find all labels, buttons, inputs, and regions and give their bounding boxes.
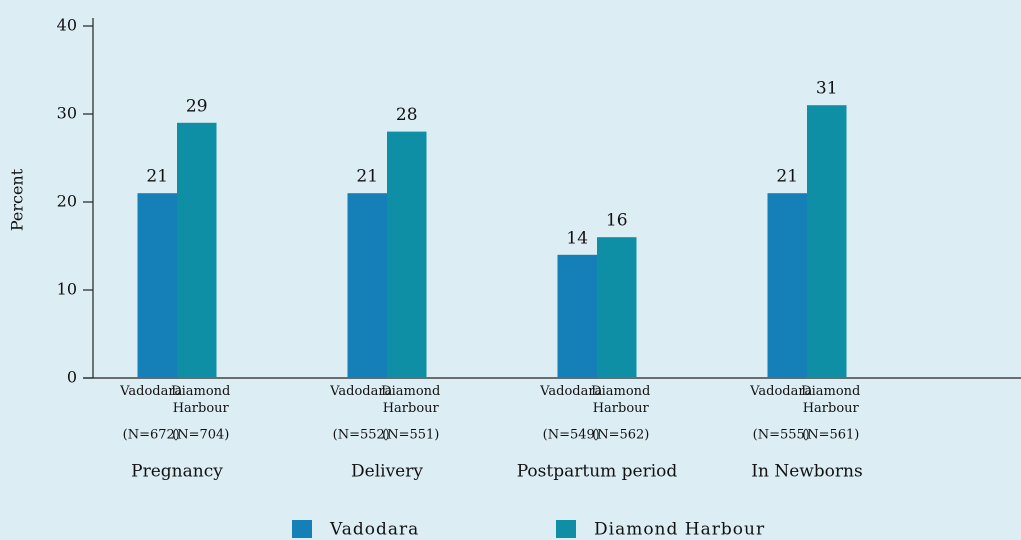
bar-label: Diamond Harbour: [801, 384, 861, 416]
y-tick-label: 0: [67, 368, 77, 387]
value-label: 14: [566, 228, 588, 248]
category-label: In Newborns: [751, 462, 862, 482]
bar: [177, 122, 217, 378]
bar-label: Diamond Harbour: [171, 384, 231, 416]
sample-size: (N=561): [802, 428, 859, 443]
sample-size: (N=562): [592, 428, 649, 443]
sample-size: (N=555): [753, 428, 810, 443]
bar: [347, 193, 387, 378]
bar: [557, 254, 597, 378]
value-label: 21: [146, 167, 168, 187]
bar: [807, 105, 847, 378]
bar-label: Vadodara: [120, 384, 183, 399]
y-axis-label: Percent: [8, 168, 27, 231]
legend-label: Vadodara: [329, 520, 419, 540]
bar-label: Vadodara: [750, 384, 813, 399]
category-label: Postpartum period: [517, 462, 678, 482]
bar-label: Diamond Harbour: [591, 384, 651, 416]
value-label: 29: [186, 96, 208, 116]
y-tick-label: 30: [57, 104, 77, 123]
legend-label: Diamond Harbour: [594, 520, 765, 540]
sample-size: (N=552): [333, 428, 390, 443]
sample-size: (N=551): [382, 428, 439, 443]
legend-swatch: [292, 520, 312, 538]
value-label: 31: [816, 79, 838, 99]
legend-swatch: [556, 520, 576, 538]
bar: [767, 193, 807, 378]
bar: [387, 131, 427, 378]
category-label: Pregnancy: [131, 462, 223, 482]
y-tick-label: 20: [57, 192, 77, 211]
bar-label: Vadodara: [540, 384, 603, 399]
sample-size: (N=549): [543, 428, 600, 443]
value-label: 21: [356, 167, 378, 187]
value-label: 16: [606, 211, 628, 231]
value-label: 21: [776, 167, 798, 187]
bar: [597, 237, 637, 378]
sample-size: (N=672): [123, 428, 180, 443]
value-label: 28: [396, 105, 418, 125]
y-tick-label: 10: [57, 280, 77, 299]
bar: [137, 193, 177, 378]
bar-label: Vadodara: [330, 384, 393, 399]
sample-size: (N=704): [172, 428, 229, 443]
y-tick-label: 40: [57, 16, 77, 35]
bar-label: Diamond Harbour: [381, 384, 441, 416]
category-label: Delivery: [351, 462, 423, 482]
